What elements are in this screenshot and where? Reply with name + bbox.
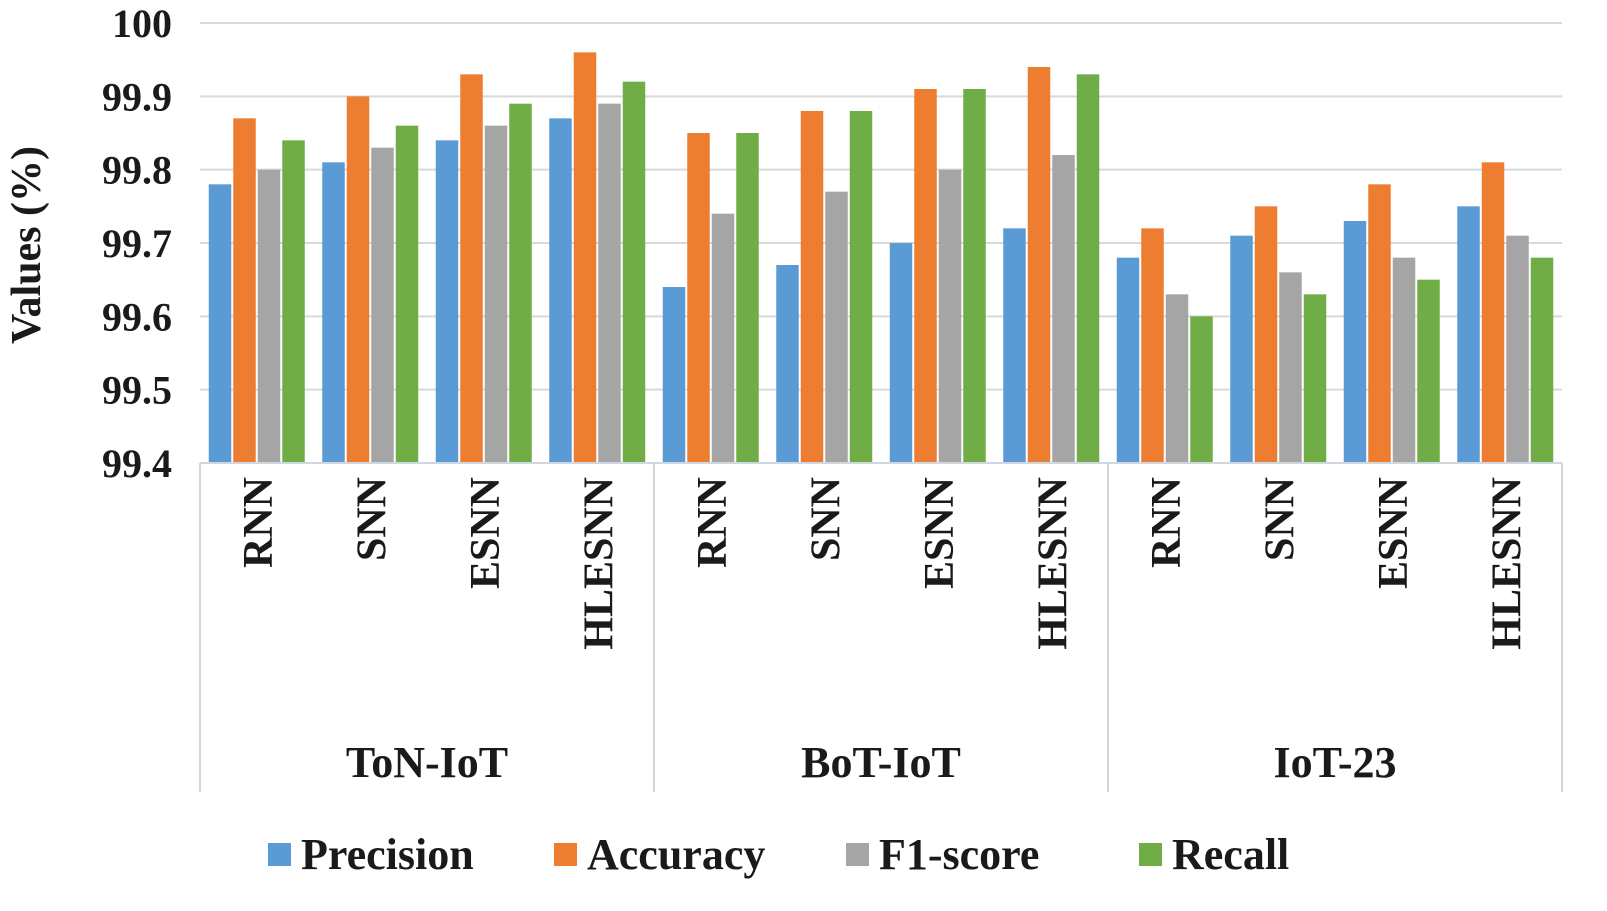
y-tick-label: 99.8 — [102, 148, 172, 193]
bar-recall — [1417, 279, 1440, 463]
bar-recall — [736, 133, 759, 463]
bar-accuracy — [233, 118, 256, 463]
group-label: IoT-23 — [1273, 738, 1396, 787]
legend-swatch — [268, 843, 291, 866]
bar-recall — [849, 111, 873, 463]
legend-label: Recall — [1172, 830, 1289, 879]
bar-accuracy — [687, 133, 710, 463]
bar-recall — [622, 81, 646, 464]
bar-precision — [435, 140, 459, 464]
bar-recall — [1076, 74, 1100, 463]
legend-label: F1-score — [879, 830, 1039, 879]
bar-f1-score — [1506, 235, 1529, 463]
bar-recall — [282, 140, 305, 464]
legend-swatch — [1139, 843, 1162, 866]
x-tick-label: SNN — [349, 477, 395, 561]
grid-lines — [200, 22, 1562, 391]
bar-accuracy — [800, 111, 824, 463]
bar-precision — [549, 118, 572, 463]
legend: Precision Accuracy F1-score Recall — [268, 830, 1289, 879]
bar-precision — [1116, 257, 1140, 463]
y-axis-ticks: 99.4 99.5 99.6 99.7 99.8 99.9 100 — [102, 1, 172, 486]
x-tick-label: ESNN — [463, 477, 509, 589]
bar-precision — [322, 162, 345, 464]
bar-accuracy — [1368, 184, 1391, 464]
bar-f1-score — [938, 169, 962, 463]
y-tick-label: 99.6 — [102, 294, 172, 339]
bar-recall — [963, 89, 986, 463]
bar-accuracy — [914, 89, 937, 463]
x-tick-label: HLESNN — [1484, 477, 1530, 650]
y-tick-label: 99.9 — [102, 74, 172, 119]
bar-accuracy — [346, 96, 370, 463]
bar-precision — [1230, 235, 1253, 463]
bar-precision — [1457, 206, 1480, 464]
x-tick-label: RNN — [1144, 477, 1190, 568]
bar-recall — [1303, 294, 1327, 463]
group-label: ToN-IoT — [346, 738, 508, 787]
x-tick-label: SNN — [803, 477, 849, 561]
bar-precision — [889, 243, 913, 463]
y-tick-label: 99.5 — [102, 368, 172, 413]
legend-swatch — [846, 843, 869, 866]
bar-accuracy — [573, 52, 597, 463]
bar-f1-score — [825, 191, 848, 463]
bar-precision — [1343, 221, 1367, 463]
x-tick-label: RNN — [236, 477, 282, 568]
bar-f1-score — [1052, 155, 1075, 463]
x-axis: RNN SNN ESNN HLESNN RNN SNN ESNN HLESNN RNN SNN ES… — [199, 462, 1563, 792]
bar-f1-score — [1392, 257, 1416, 463]
y-tick-label: 99.4 — [102, 441, 172, 486]
bar-accuracy — [1481, 162, 1505, 464]
bar-precision — [208, 184, 232, 464]
group-label: BoT-IoT — [801, 738, 961, 787]
x-tick-label: RNN — [690, 477, 736, 568]
bar-recall — [1530, 257, 1554, 463]
bar-accuracy — [1141, 228, 1164, 463]
bar-f1-score — [711, 213, 735, 463]
legend-swatch — [554, 843, 577, 866]
y-tick-label: 100 — [112, 1, 172, 46]
bar-f1-score — [1279, 272, 1302, 463]
x-tick-label: ESNN — [917, 477, 963, 589]
bar-recall — [395, 125, 419, 464]
legend-label: Precision — [301, 830, 474, 879]
bar-recall — [1190, 316, 1213, 463]
bars — [208, 52, 1554, 464]
y-tick-label: 99.7 — [102, 221, 172, 266]
bar-f1-score — [484, 125, 508, 464]
y-axis-title: Values (%) — [4, 146, 50, 344]
x-tick-label: SNN — [1257, 477, 1303, 561]
bar-f1-score — [598, 103, 621, 464]
bar-precision — [662, 287, 686, 463]
bar-precision — [776, 265, 799, 463]
x-tick-label: HLESNN — [1030, 477, 1076, 650]
legend-label: Accuracy — [587, 830, 765, 879]
bar-f1-score — [371, 147, 394, 463]
bar-f1-score — [257, 169, 281, 463]
bar-accuracy — [1027, 67, 1051, 463]
bar-accuracy — [460, 74, 483, 463]
bar-f1-score — [1165, 294, 1189, 463]
bar-precision — [1003, 228, 1026, 463]
bar-accuracy — [1254, 206, 1278, 464]
x-tick-label: ESNN — [1371, 477, 1417, 589]
bar-recall — [509, 103, 532, 464]
x-tick-label: HLESNN — [576, 477, 622, 650]
